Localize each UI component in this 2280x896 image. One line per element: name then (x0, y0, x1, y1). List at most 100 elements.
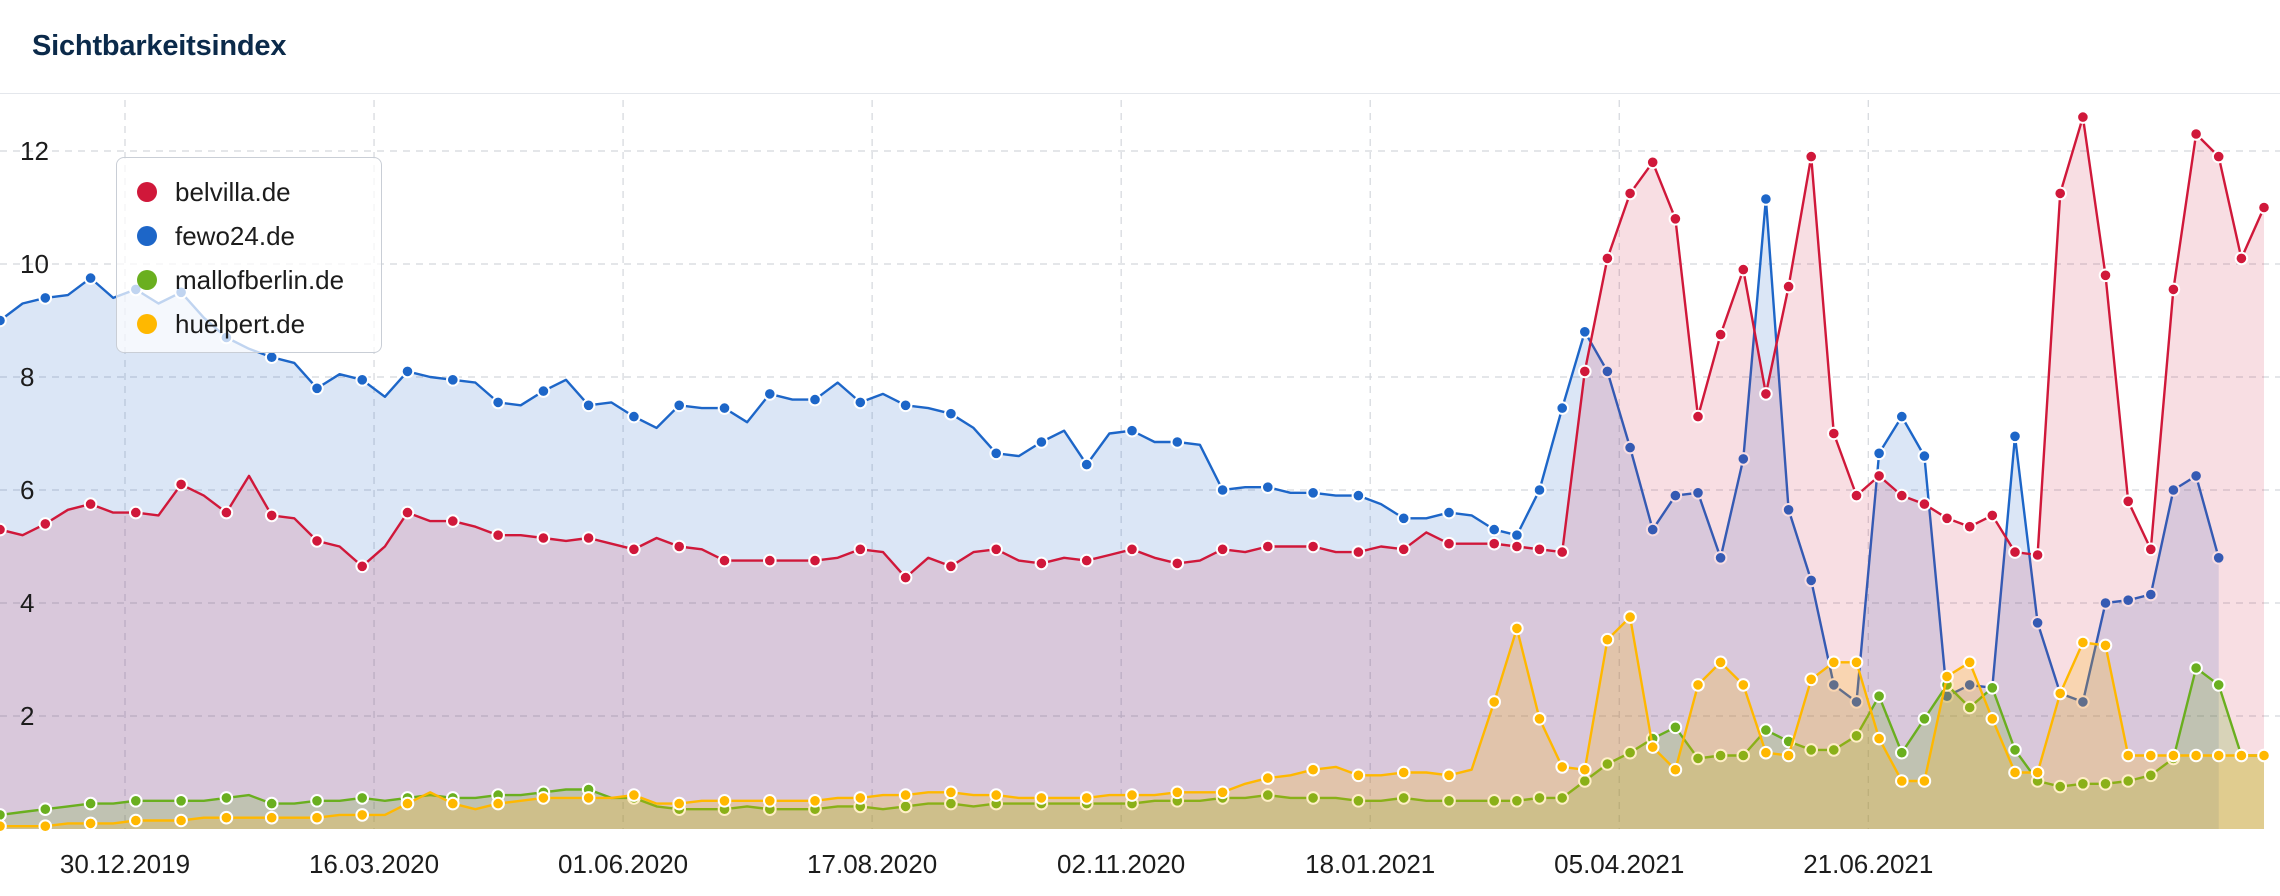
data-point (2076, 635, 2090, 650)
data-point (1668, 488, 1683, 503)
legend-dot-belvilla (137, 182, 157, 202)
data-point (1736, 748, 1751, 763)
data-point (129, 794, 143, 808)
data-point (310, 534, 324, 548)
data-point (1487, 536, 1501, 551)
data-point (581, 398, 596, 413)
data-point (355, 808, 370, 822)
data-point (1804, 743, 1818, 757)
data-point (0, 522, 7, 537)
data-point (1555, 791, 1569, 805)
data-point (1759, 387, 1773, 401)
data-point (1713, 655, 1728, 670)
data-point (536, 531, 551, 545)
data-point (2008, 429, 2022, 444)
series-belvilla-de (0, 110, 2271, 830)
data-point (1668, 762, 1683, 777)
data-point (38, 802, 53, 817)
data-point (2076, 110, 2090, 124)
y-tick-label: 2 (20, 701, 34, 731)
data-point (1962, 519, 1977, 534)
data-point (1396, 511, 1411, 526)
data-point (2144, 542, 2158, 557)
data-point (1645, 740, 1660, 754)
data-point (1668, 212, 1683, 226)
data-point (672, 539, 687, 554)
data-point (310, 381, 324, 396)
data-point (1487, 695, 1501, 709)
data-point (310, 810, 324, 825)
data-point (2234, 251, 2249, 266)
data-point (1917, 497, 1932, 511)
data-point (2144, 748, 2158, 763)
data-point (1555, 401, 1569, 415)
data-point (1962, 678, 1977, 692)
data-point (264, 508, 279, 523)
data-point (2121, 748, 2135, 763)
data-point (83, 816, 98, 831)
data-point (1645, 522, 1660, 537)
data-point (2098, 596, 2113, 610)
visibility-line-chart[interactable]: 2 4 6 8 10 12 30.12.2019 16.03.2020 01.06.2020 17… (0, 95, 2280, 896)
legend-item-fewo24[interactable]: fewo24.de (137, 214, 381, 258)
data-point (1713, 551, 1728, 565)
data-point (2076, 777, 2090, 791)
data-point (1170, 785, 1185, 800)
data-point (853, 395, 868, 410)
data-point (1351, 488, 1366, 503)
data-point (1691, 409, 1705, 424)
legend-item-belvilla[interactable]: belvilla.de (137, 170, 381, 214)
data-point (2144, 768, 2158, 783)
series-line (0, 197, 2220, 704)
data-point (1578, 325, 1592, 339)
data-point (1645, 155, 1660, 170)
data-point (1034, 556, 1049, 571)
data-point (808, 794, 822, 808)
data-point (853, 791, 868, 805)
data-point (627, 542, 641, 557)
data-point (491, 796, 505, 811)
data-point (898, 398, 913, 413)
data-point (400, 796, 415, 811)
data-point (1396, 765, 1411, 780)
data-point (2189, 127, 2203, 141)
data-point (581, 791, 596, 805)
data-point (219, 791, 234, 805)
data-point (38, 819, 53, 834)
data-point (1849, 655, 1864, 670)
data-point (2008, 545, 2022, 559)
data-point (898, 788, 913, 802)
data-point (1713, 748, 1728, 763)
data-point (1532, 542, 1547, 557)
legend-item-huelpert[interactable]: huelpert.de (137, 302, 381, 346)
data-point (1759, 723, 1773, 737)
x-tick-label: 02.11.2020 (1057, 849, 1185, 879)
data-point (1510, 539, 1524, 554)
data-point (1306, 486, 1320, 500)
data-point (1306, 791, 1320, 805)
data-point (446, 373, 460, 387)
data-point (446, 796, 460, 811)
data-point (1623, 440, 1637, 455)
data-point (129, 505, 143, 520)
data-point (2166, 282, 2181, 297)
data-point (1442, 768, 1456, 783)
data-point (1487, 522, 1501, 537)
data-point (400, 505, 415, 520)
data-point (83, 796, 98, 811)
data-point (1034, 791, 1049, 805)
data-point (581, 531, 596, 545)
data-point (1985, 681, 2000, 695)
data-point (1827, 743, 1841, 757)
data-point (1261, 788, 1275, 802)
data-point (174, 794, 188, 808)
data-point (944, 785, 958, 800)
x-tick-label: 16.03.2020 (309, 849, 439, 879)
legend-item-mallofberlin[interactable]: mallofberlin.de (137, 258, 381, 302)
data-point (1215, 483, 1230, 497)
data-point (1623, 186, 1637, 201)
data-point (1781, 503, 1796, 517)
data-point (1351, 545, 1366, 559)
data-point (1215, 785, 1230, 800)
